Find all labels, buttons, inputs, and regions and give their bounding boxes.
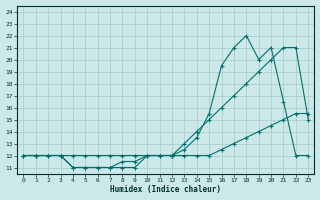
X-axis label: Humidex (Indice chaleur): Humidex (Indice chaleur) [110, 185, 221, 194]
